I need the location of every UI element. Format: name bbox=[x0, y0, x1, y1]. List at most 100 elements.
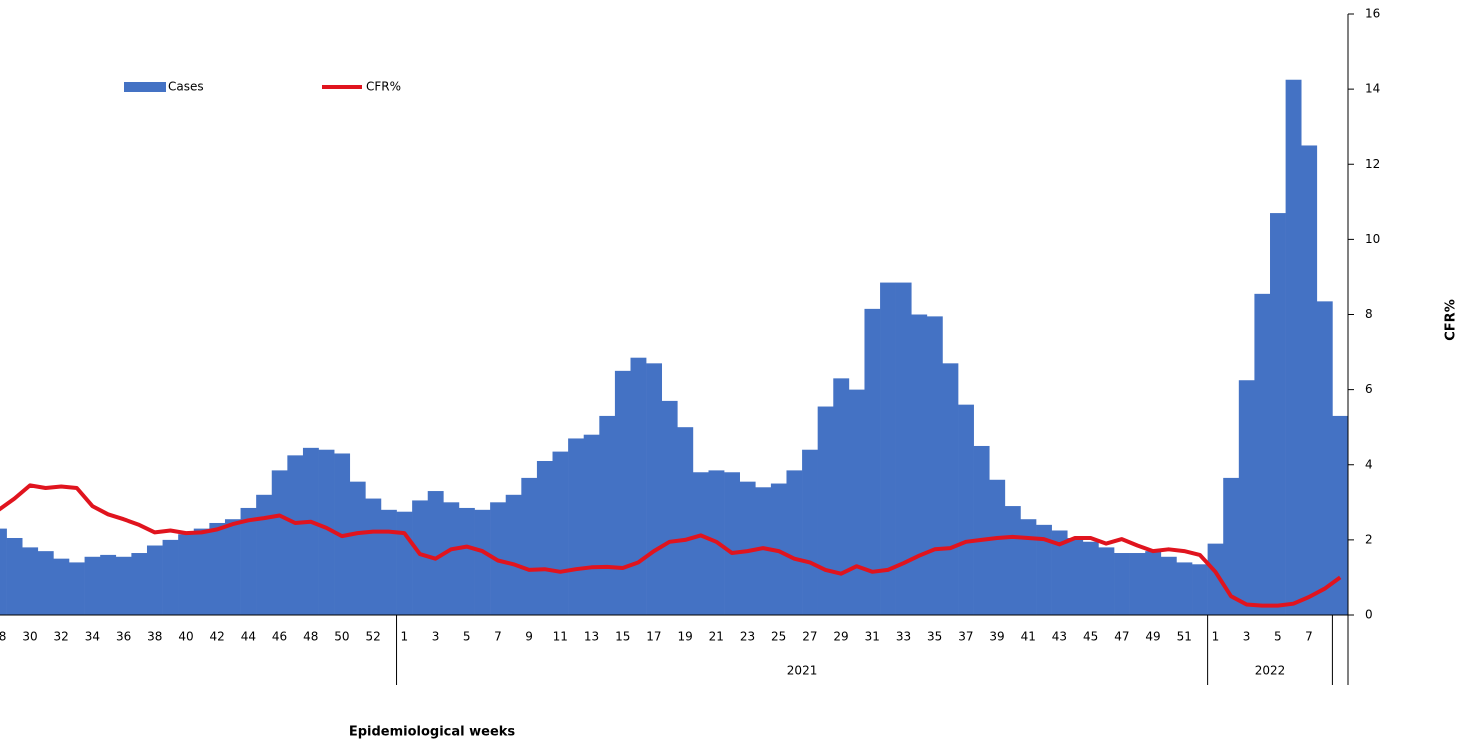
bar bbox=[583, 434, 600, 615]
group-label: 2022 bbox=[1255, 664, 1286, 678]
bar bbox=[1160, 556, 1177, 615]
x-tick-label: 46 bbox=[272, 630, 287, 644]
cfr-line bbox=[0, 483, 1342, 608]
x-tick-label: 13 bbox=[584, 630, 599, 644]
bar bbox=[1270, 213, 1286, 616]
x-tick-label: 32 bbox=[54, 630, 69, 644]
bar bbox=[786, 470, 803, 615]
bar bbox=[1332, 415, 1349, 615]
x-tick-label: 34 bbox=[85, 630, 100, 644]
x-tick-label: 51 bbox=[1177, 630, 1192, 644]
y-tick-label: 10 bbox=[1365, 232, 1380, 246]
bar bbox=[396, 511, 413, 615]
bar bbox=[646, 363, 663, 615]
bar bbox=[412, 500, 429, 615]
y-tick-label: 16 bbox=[1365, 7, 1380, 21]
bar bbox=[1067, 537, 1084, 615]
bar bbox=[1114, 553, 1130, 615]
bar bbox=[1051, 530, 1068, 615]
bar bbox=[1036, 524, 1052, 615]
bar bbox=[880, 282, 896, 615]
bar bbox=[817, 406, 834, 615]
x-tick-label: 36 bbox=[116, 630, 131, 644]
x-tick-label: 42 bbox=[210, 630, 225, 644]
bar bbox=[521, 477, 538, 615]
bar bbox=[287, 455, 304, 615]
bar bbox=[958, 404, 974, 615]
x-tick-label: 11 bbox=[553, 630, 568, 644]
x-tick-label: 43 bbox=[1052, 630, 1067, 644]
legend-label: Cases bbox=[168, 80, 204, 94]
x-tick-label: 5 bbox=[1274, 630, 1282, 644]
x-tick-label: 15 bbox=[615, 630, 630, 644]
x-tick-label: 19 bbox=[677, 630, 692, 644]
y-axis-title: CFR% bbox=[1444, 299, 1459, 340]
bar bbox=[1238, 380, 1255, 615]
x-tick-label: 1 bbox=[401, 630, 409, 644]
bar bbox=[848, 389, 865, 615]
x-axis-title: Epidemiological weeks bbox=[349, 725, 516, 740]
x-tick-label: 29 bbox=[833, 630, 848, 644]
bar bbox=[1192, 564, 1208, 615]
bar bbox=[302, 447, 319, 615]
bar bbox=[661, 400, 678, 615]
bar bbox=[224, 519, 241, 615]
bar bbox=[68, 562, 85, 615]
bar bbox=[630, 357, 647, 615]
y-tick-label: 2 bbox=[1365, 532, 1373, 546]
bar bbox=[677, 427, 694, 615]
y-tick-label: 14 bbox=[1365, 82, 1380, 96]
x-tick-label: 47 bbox=[1114, 630, 1129, 644]
bar bbox=[1082, 541, 1099, 615]
bar bbox=[37, 551, 54, 615]
bar bbox=[911, 314, 928, 615]
y-tick-label: 4 bbox=[1365, 457, 1373, 471]
bar bbox=[599, 415, 616, 615]
x-tick-label: 38 bbox=[147, 630, 162, 644]
bar bbox=[739, 481, 756, 615]
bar bbox=[349, 481, 366, 615]
bar bbox=[536, 460, 553, 615]
bar bbox=[6, 537, 23, 615]
bar bbox=[193, 528, 210, 615]
x-tick-label: 35 bbox=[927, 630, 942, 644]
x-tick-label: 25 bbox=[771, 630, 786, 644]
x-tick-label: 41 bbox=[1021, 630, 1036, 644]
x-tick-label: 17 bbox=[646, 630, 661, 644]
bar bbox=[1223, 477, 1240, 615]
bar bbox=[0, 528, 7, 615]
x-tick-label: 52 bbox=[366, 630, 381, 644]
bar bbox=[318, 449, 335, 615]
bar bbox=[614, 370, 631, 615]
x-tick-label: 21 bbox=[709, 630, 724, 644]
bar bbox=[755, 487, 772, 615]
x-tick-label: 40 bbox=[178, 630, 193, 644]
x-tick-label: 45 bbox=[1083, 630, 1098, 644]
bar bbox=[22, 547, 39, 615]
x-tick-label: 50 bbox=[334, 630, 349, 644]
bar bbox=[131, 553, 148, 615]
x-tick-label: 33 bbox=[896, 630, 911, 644]
x-tick-label: 3 bbox=[1243, 630, 1251, 644]
x-tick-label: 1 bbox=[1212, 630, 1220, 644]
x-tick-label: 28 bbox=[0, 630, 6, 644]
bar bbox=[1004, 506, 1021, 615]
bar bbox=[1098, 547, 1115, 615]
bar bbox=[973, 445, 990, 615]
bar bbox=[1176, 562, 1193, 615]
bar bbox=[1129, 553, 1146, 615]
bar bbox=[474, 509, 491, 615]
x-tick-label: 23 bbox=[740, 630, 755, 644]
bar bbox=[1254, 293, 1271, 615]
legend-label: CFR% bbox=[366, 80, 401, 94]
bar bbox=[1301, 145, 1318, 615]
bar bbox=[365, 498, 382, 615]
legend-swatch bbox=[124, 82, 166, 92]
bar bbox=[256, 494, 273, 615]
bar bbox=[209, 522, 226, 615]
x-tick-label: 7 bbox=[1305, 630, 1313, 644]
bar bbox=[864, 308, 881, 615]
x-tick-label: 37 bbox=[958, 630, 973, 644]
bar bbox=[1316, 301, 1333, 615]
